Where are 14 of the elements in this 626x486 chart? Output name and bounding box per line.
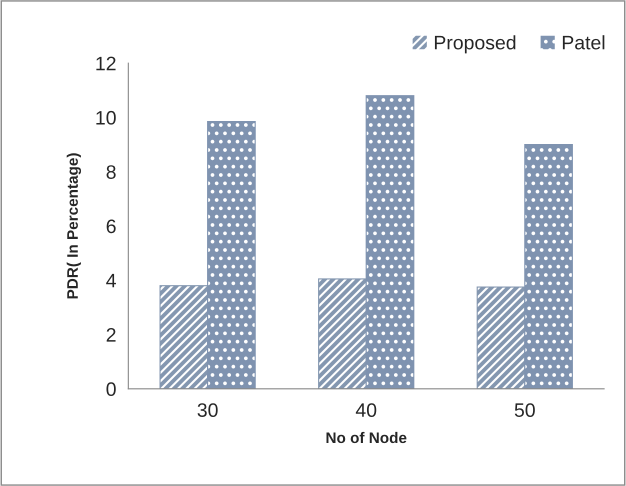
y-tick-label: 4	[106, 274, 116, 288]
x-tick-label: 30	[198, 403, 218, 417]
y-tick-label: 6	[106, 219, 116, 234]
legend-label: Proposed	[434, 35, 516, 54]
x-tick-label: 40	[356, 403, 376, 417]
y-tick-label: 12	[96, 56, 116, 70]
y-tick-label: 8	[106, 165, 116, 179]
x-axis-title: No of Node	[326, 432, 406, 444]
x-tick-label: 50	[514, 403, 535, 417]
y-axis-title: PDR( In Percentage)	[66, 153, 82, 298]
legend-label: Patel	[562, 35, 604, 50]
y-tick-label: 10	[96, 110, 116, 125]
y-tick-label: 2	[106, 328, 116, 342]
y-tick-label: 0	[106, 382, 116, 396]
